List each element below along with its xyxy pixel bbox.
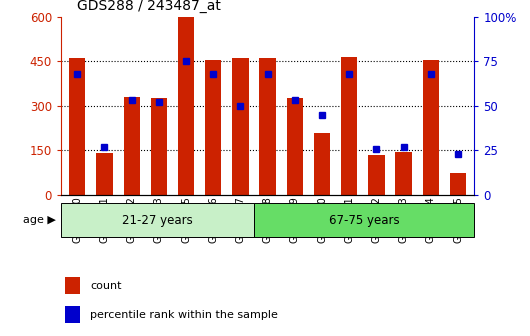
Bar xyxy=(61,203,254,237)
Text: count: count xyxy=(90,281,121,291)
Text: 21-27 years: 21-27 years xyxy=(122,214,193,226)
Bar xyxy=(314,132,330,195)
Bar xyxy=(65,277,80,294)
Bar xyxy=(287,98,303,195)
Text: GDS288 / 243487_at: GDS288 / 243487_at xyxy=(77,0,220,13)
Bar xyxy=(178,17,194,195)
Bar xyxy=(395,152,412,195)
Bar xyxy=(65,306,80,323)
Bar xyxy=(450,173,466,195)
Text: percentile rank within the sample: percentile rank within the sample xyxy=(90,310,278,320)
Text: age ▶: age ▶ xyxy=(23,215,56,225)
Bar xyxy=(69,58,85,195)
Text: 67-75 years: 67-75 years xyxy=(329,214,400,226)
Bar xyxy=(96,153,112,195)
Bar xyxy=(205,60,222,195)
Bar xyxy=(232,58,249,195)
Bar xyxy=(368,155,385,195)
Bar xyxy=(123,97,140,195)
Bar xyxy=(254,203,474,237)
Bar xyxy=(151,98,167,195)
Bar xyxy=(260,58,276,195)
Bar xyxy=(423,60,439,195)
Bar xyxy=(341,57,357,195)
